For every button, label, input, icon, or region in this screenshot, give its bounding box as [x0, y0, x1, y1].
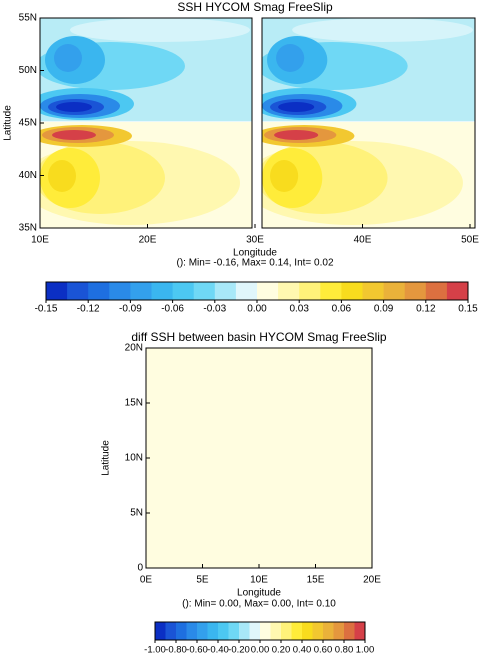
x-tick-label: 10E	[31, 235, 49, 246]
colorbar-swatch	[362, 282, 385, 300]
annotation: (): Min= -0.16, Max= 0.14, Int= 0.02	[176, 258, 333, 269]
colorbar-tick-label: 1.00	[356, 645, 375, 656]
y-tick-label: 20N	[125, 343, 143, 354]
x-axis-label: Longitude	[233, 248, 277, 259]
colorbar-tick-label: -0.60	[186, 645, 208, 656]
colorbar-swatch	[383, 282, 406, 300]
chart-title: SSH HYCOM Smag FreeSlip	[177, 0, 333, 14]
contour-field	[40, 18, 252, 228]
colorbar-tick-label: -0.12	[77, 304, 100, 315]
colorbar-swatch	[214, 282, 237, 300]
colorbar-swatch	[260, 622, 271, 640]
colorbar-tick-label: 0.40	[293, 645, 312, 656]
colorbar-tick-label: 0.00	[251, 645, 270, 656]
colorbar-swatch	[257, 282, 279, 300]
colorbar-swatch	[291, 622, 303, 640]
colorbar-swatch	[155, 622, 166, 640]
plot-frame	[261, 17, 476, 229]
contour-field	[146, 348, 372, 568]
colorbar-tick-label: 0.06	[332, 304, 352, 315]
y-axis-label: Latitude	[101, 440, 112, 476]
colorbar-tick-label: -1.00	[144, 645, 166, 656]
colorbar-swatch	[151, 282, 174, 300]
y-tick-label: 45N	[19, 118, 37, 129]
y-tick-label: 50N	[19, 65, 37, 76]
x-tick-label: 20E	[363, 575, 381, 586]
colorbar-swatch	[404, 282, 427, 300]
y-tick-label: 15N	[125, 398, 143, 409]
y-tick-label: 10N	[125, 453, 143, 464]
colorbar-swatch	[354, 622, 366, 640]
colorbar-tick-label: 0.12	[416, 304, 436, 315]
colorbar-swatch	[344, 622, 355, 640]
colorbar-swatch	[446, 282, 469, 300]
colorbar-swatch	[172, 282, 195, 300]
colorbar-tick-label: 0.20	[272, 645, 291, 656]
x-tick-label: 15E	[307, 575, 325, 586]
colorbar-tick-label: 0.80	[335, 645, 354, 656]
colorbar-swatch	[176, 622, 187, 640]
colorbar-swatch	[278, 282, 300, 300]
colorbar-tick-label: -0.15	[35, 304, 58, 315]
colorbar-swatch	[235, 282, 258, 300]
x-tick-label: 30E	[246, 235, 264, 246]
colorbar-swatch	[130, 282, 152, 300]
annotation: (): Min= 0.00, Max= 0.00, Int= 0.10	[182, 599, 336, 610]
colorbar-swatch	[333, 622, 345, 640]
colorbar-swatch	[249, 622, 261, 640]
colorbar-swatch	[207, 622, 219, 640]
x-axis-label: Longitude	[237, 588, 281, 599]
colorbar-swatch	[239, 622, 250, 640]
colorbar-tick-label: 0.09	[374, 304, 394, 315]
colorbar-tick-label: 0.15	[458, 304, 478, 315]
colorbar-swatch	[218, 622, 229, 640]
colorbar-swatch	[109, 282, 131, 300]
colorbar-swatch	[323, 622, 334, 640]
x-tick-label: 20E	[139, 235, 157, 246]
colorbar-swatch	[425, 282, 448, 300]
colorbar-swatch	[228, 622, 240, 640]
colorbar-tick-label: -0.03	[203, 304, 226, 315]
colorbar-tick-label: -0.80	[165, 645, 187, 656]
x-tick-label: 5E	[196, 575, 209, 586]
colorbar-swatch	[302, 622, 313, 640]
y-tick-label: 5N	[130, 508, 143, 519]
x-tick-label: 10E	[250, 575, 268, 586]
colorbar-swatch	[270, 622, 282, 640]
colorbar-swatch	[197, 622, 208, 640]
colorbar-tick-label: -0.20	[228, 645, 250, 656]
colorbar-swatch	[299, 282, 321, 300]
y-tick-label: 0	[137, 563, 143, 574]
colorbar-swatch	[186, 622, 198, 640]
colorbar-swatch	[312, 622, 324, 640]
chart-title: diff SSH between basin HYCOM Smag FreeSl…	[131, 330, 387, 344]
colorbar-swatch	[67, 282, 89, 300]
colorbar-swatch	[46, 282, 68, 300]
colorbar-swatch	[281, 622, 292, 640]
x-tick-label: 0E	[140, 575, 153, 586]
colorbar-tick-label: 0.00	[247, 304, 267, 315]
contour-field	[262, 18, 475, 228]
colorbar-tick-label: -0.40	[207, 645, 229, 656]
colorbar-swatch	[193, 282, 216, 300]
colorbar-tick-label: -0.09	[119, 304, 142, 315]
colorbar-tick-label: 0.03	[289, 304, 309, 315]
colorbar-swatch	[341, 282, 363, 300]
y-tick-label: 40N	[19, 170, 37, 181]
y-axis-label: Latitude	[3, 105, 14, 141]
colorbar-tick-label: 0.60	[314, 645, 333, 656]
x-tick-label: 50E	[461, 235, 479, 246]
y-tick-label: 55N	[19, 13, 37, 24]
colorbar-tick-label: -0.06	[161, 304, 184, 315]
colorbar-swatch	[88, 282, 110, 300]
colorbar-swatch	[320, 282, 342, 300]
x-tick-label: 40E	[354, 235, 372, 246]
y-tick-label: 35N	[19, 223, 37, 234]
colorbar-swatch	[165, 622, 177, 640]
